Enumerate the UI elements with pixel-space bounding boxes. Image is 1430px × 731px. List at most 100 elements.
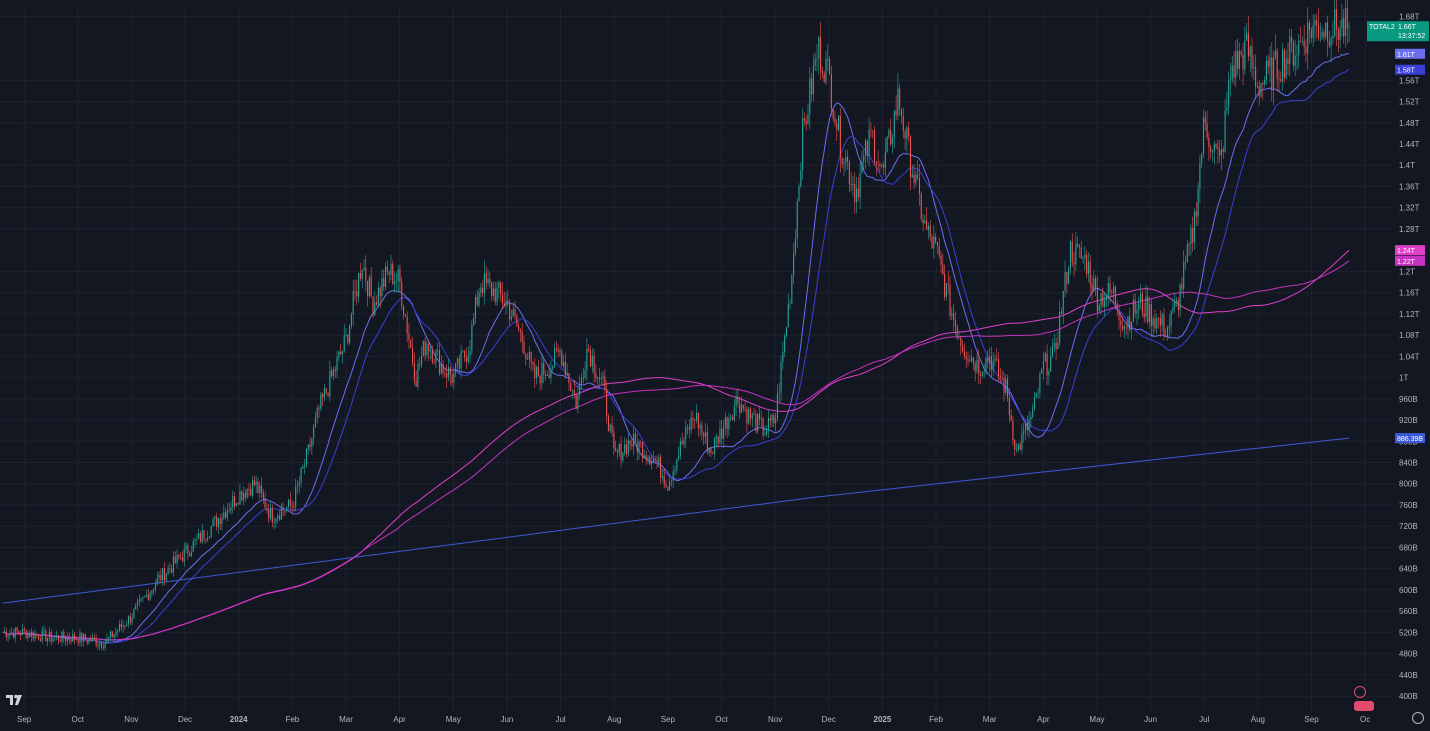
replay-icon[interactable] — [1354, 686, 1366, 698]
candle-body — [401, 282, 403, 307]
x-axis[interactable]: Sep Oct Nov Dec 2024 Feb Mar Apr May Jun Jul Aug Sep… — [17, 715, 1370, 724]
candle-body — [778, 392, 780, 394]
candle-body — [719, 428, 721, 444]
candle-body — [1296, 55, 1298, 56]
candle-body — [926, 220, 928, 230]
candle-body — [1136, 309, 1138, 314]
candle-body — [1166, 327, 1169, 338]
candle-body — [577, 395, 579, 409]
candle-body — [938, 245, 940, 256]
candle-body — [158, 574, 160, 578]
candle-body — [189, 553, 191, 556]
y-tick-label: 1.4T — [1399, 161, 1415, 170]
series-value-badge — [1395, 255, 1425, 266]
candle-body — [496, 287, 498, 303]
candle-body — [446, 373, 448, 378]
candle-body — [1138, 300, 1140, 310]
candle-body — [221, 518, 223, 525]
candle-body — [257, 481, 259, 494]
candle-body — [1247, 32, 1249, 57]
candle-body — [1341, 18, 1343, 29]
candle-body — [27, 633, 29, 639]
candle-body — [95, 639, 97, 646]
candle-body — [1226, 107, 1228, 111]
candle-body — [548, 374, 550, 379]
candle-body — [525, 354, 527, 360]
x-tick-label: Feb — [929, 715, 943, 724]
candle-body — [275, 518, 277, 522]
y-axis[interactable]: 1.68T 1.56T 1.52T 1.48T 1.44T 1.4T 1.36T 1.32T 1… — [1399, 13, 1420, 701]
y-tick-label: 1.28T — [1399, 225, 1420, 234]
grid-lines — [0, 6, 1392, 712]
candle-body — [1152, 318, 1154, 327]
candle-body — [1228, 80, 1230, 108]
candle-body — [458, 358, 460, 369]
candle-body — [1199, 163, 1201, 189]
candle-body — [595, 373, 597, 379]
candle-body — [163, 568, 166, 581]
candle-body — [1242, 54, 1244, 70]
candle-body — [433, 361, 435, 363]
candle-body — [974, 363, 976, 372]
candle-body — [244, 492, 246, 498]
candle-body — [437, 350, 439, 352]
candle-body — [740, 404, 743, 413]
candle-body — [494, 288, 496, 303]
candle-body — [109, 631, 112, 638]
candle-body — [972, 357, 974, 364]
candle-body — [589, 350, 592, 367]
candle-body — [873, 130, 876, 162]
candle-body — [622, 452, 624, 461]
candle-body — [568, 373, 570, 384]
x-tick-label: Aug — [1251, 715, 1265, 724]
candle-body — [1129, 316, 1131, 330]
candle-body — [600, 378, 602, 380]
candle-body — [1204, 117, 1206, 124]
candle-body — [23, 628, 25, 631]
candle-body — [1005, 378, 1007, 393]
candle-body — [884, 152, 886, 168]
candle-body — [287, 499, 290, 508]
candle-body — [363, 267, 365, 271]
candle-body — [492, 288, 494, 296]
candle-body — [658, 457, 660, 462]
candle-body — [1120, 320, 1122, 326]
candle-body — [724, 417, 726, 428]
candle-body — [895, 110, 897, 116]
x-tick-label: Apr — [393, 715, 406, 724]
candle-body — [340, 351, 342, 355]
candle-body — [63, 631, 65, 639]
gear-icon[interactable] — [1412, 712, 1424, 724]
candle-body — [505, 300, 507, 306]
candle-body — [104, 643, 106, 649]
candle-body — [172, 556, 175, 573]
candle-body — [68, 637, 70, 640]
candle-body — [140, 598, 142, 600]
candle-body — [225, 512, 227, 518]
candle-body — [1287, 58, 1289, 64]
candle-body — [99, 642, 101, 645]
candle-body — [336, 357, 338, 371]
candle-body — [226, 510, 228, 518]
candle-body — [891, 137, 894, 145]
candle-body — [672, 471, 674, 481]
candle-body — [86, 639, 88, 643]
candle-body — [922, 219, 924, 224]
candle-body — [235, 503, 237, 506]
candle-body — [634, 433, 636, 442]
candle-body — [618, 443, 620, 453]
candle-body — [1024, 423, 1027, 431]
alert-badge-icon[interactable] — [1354, 701, 1374, 711]
candle-body — [1069, 241, 1072, 269]
candle-body — [679, 441, 681, 456]
candle-body — [269, 508, 272, 519]
candle-body — [846, 157, 849, 162]
candle-body — [687, 426, 689, 428]
candle-body — [482, 287, 484, 294]
candle-body — [144, 596, 146, 598]
tradingview-logo-icon[interactable] — [6, 694, 26, 706]
candle-body — [956, 326, 958, 339]
candle-body — [478, 292, 480, 306]
